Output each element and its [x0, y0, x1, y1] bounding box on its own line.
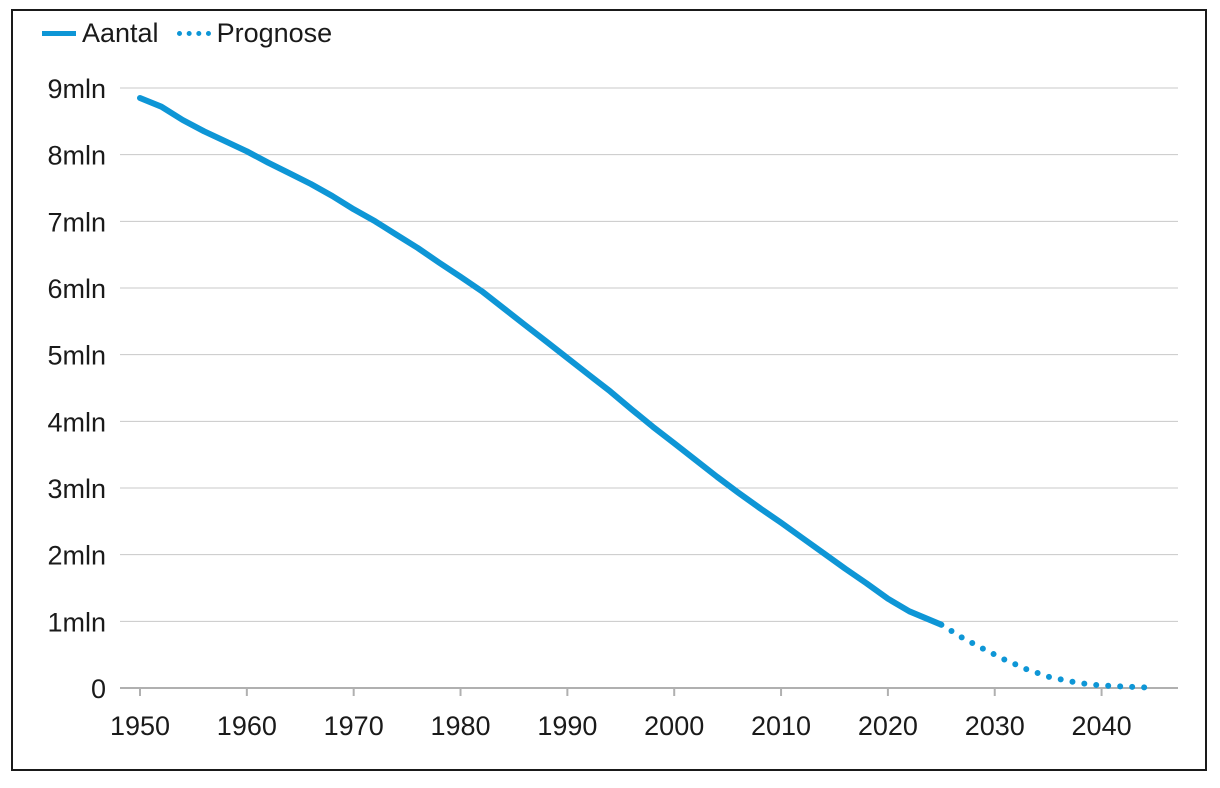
y-tick-label: 8mln — [47, 141, 106, 171]
legend-label-aantal: Aantal — [82, 17, 159, 48]
y-tick-label: 7mln — [47, 207, 106, 237]
y-tick-label: 5mln — [47, 341, 106, 371]
y-tick-label: 3mln — [47, 474, 106, 504]
legend-label-prognose: Prognose — [216, 17, 333, 48]
x-tick-label: 2000 — [644, 711, 704, 741]
x-tick-label: 2010 — [751, 711, 811, 741]
legend-item-prognose: Prognose — [176, 17, 333, 49]
x-tick-label: 1980 — [430, 711, 490, 741]
y-tick-label: 6mln — [47, 274, 106, 304]
legend-swatch-solid — [42, 30, 76, 36]
x-axis-tick-labels: 1950 1960 1970 1980 1990 2000 2010 2020 2030 2040 — [110, 711, 1132, 741]
x-tick-label: 2030 — [965, 711, 1025, 741]
series-line-aantal — [137, 95, 945, 628]
x-tick-label: 1960 — [217, 711, 277, 741]
y-tick-label: 9mln — [47, 74, 106, 104]
legend-swatch-dotted — [176, 30, 211, 36]
x-tick-label: 1990 — [537, 711, 597, 741]
y-tick-label: 1mln — [47, 607, 106, 637]
chart-legend: Aantal Prognose — [42, 16, 350, 50]
x-tick-label: 2020 — [858, 711, 918, 741]
x-tick-label: 1970 — [324, 711, 384, 741]
legend-item-aantal: Aantal — [42, 18, 159, 49]
y-tick-label: 4mln — [47, 407, 106, 437]
axes — [120, 687, 1178, 696]
y-tick-label: 0 — [91, 674, 106, 704]
x-tick-label: 2040 — [1072, 711, 1132, 741]
y-tick-label: 2mln — [47, 541, 106, 571]
series-line-prognose — [938, 621, 1158, 691]
y-axis-tick-labels: 0 1mln 2mln 3mln 4mln 5mln 6mln 7mln 8mln 9mln — [47, 74, 106, 704]
series-layer — [137, 95, 1158, 691]
x-tick-label: 1950 — [110, 711, 170, 741]
gridlines — [120, 87, 1178, 622]
